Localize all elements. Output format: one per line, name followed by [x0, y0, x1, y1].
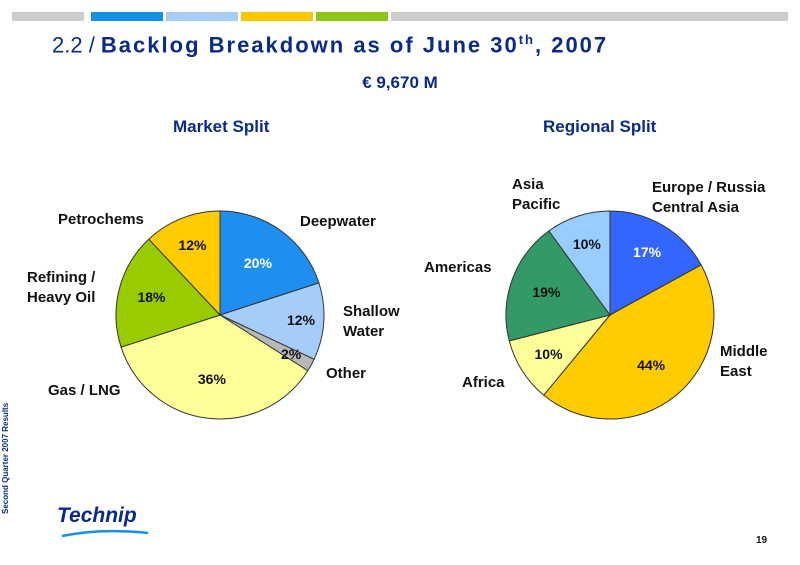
top-bar-segment [91, 12, 163, 21]
category-label-africa: Africa [462, 374, 505, 391]
top-bar-segment [241, 12, 313, 21]
category-label-shallow-water: Shallow Water [343, 303, 400, 340]
market-split-title: Market Split [173, 117, 270, 136]
pct-label-middle-east: 44% [637, 356, 666, 373]
category-label-americas: Americas [424, 259, 492, 276]
pct-label-africa: 10% [534, 346, 563, 362]
pct-label-gas-lng: 36% [197, 370, 226, 387]
category-label-deepwater: Deepwater [300, 213, 376, 230]
pie-slice-middle-east [543, 264, 715, 420]
pie-slice-refining-heavy-oil [115, 238, 221, 348]
regional-split-pie [505, 210, 715, 420]
top-color-bar [12, 12, 788, 21]
backlog-total: € 9,670 M [362, 73, 438, 92]
pct-label-shallow-water: 12% [286, 312, 315, 329]
top-bar-segment [166, 12, 238, 21]
page-number: 19 [756, 535, 768, 546]
category-label-asia-pacific: Asia Pacific [512, 176, 561, 213]
regional-split-title: Regional Split [543, 117, 657, 136]
category-label-europe-russia-central-asia: Europe / Russia Central Asia [652, 179, 766, 216]
pie-slice-petrochems [148, 210, 221, 317]
pct-label-asia-pacific: 10% [572, 235, 601, 252]
title-superscript: th [518, 32, 535, 47]
title-text: Backlog Breakdown as of June 30 [100, 32, 519, 58]
pct-label-americas: 19% [532, 284, 561, 301]
category-label-middle-east: Middle East [720, 343, 768, 380]
title-number: 2.2 / [52, 32, 101, 58]
pct-label-deepwater: 20% [243, 254, 272, 271]
page-title: 2.2 / Backlog Breakdown as of June 30th,… [52, 32, 608, 58]
category-label-refining-heavy-oil: Refining / Heavy Oil [27, 269, 96, 306]
pie-slice-gas-lng [120, 314, 309, 420]
pct-label-refining-heavy-oil: 18% [137, 289, 166, 306]
technip-logo: Technip [57, 504, 137, 527]
top-bar-segment [12, 12, 84, 21]
pct-label-europe-russia-central-asia: 17% [633, 244, 662, 261]
logo-swoosh-icon [61, 529, 149, 538]
title-tail: , 2007 [534, 32, 609, 58]
top-bar-segment [391, 12, 788, 21]
category-label-other: Other [326, 365, 367, 382]
top-bar-segment [316, 12, 388, 21]
category-label-gas-lng: Gas / LNG [48, 382, 121, 399]
category-label-petrochems: Petrochems [58, 211, 144, 228]
side-caption: Second Quarter 2007 Results [1, 402, 10, 514]
pie-slice-americas [505, 230, 611, 342]
pct-label-other: 2% [280, 346, 302, 363]
pie-slice-deepwater [219, 210, 320, 316]
market-split-pie [115, 210, 325, 420]
pie-slice-shallow-water [218, 282, 325, 360]
pie-slice-asia-pacific [548, 210, 611, 317]
pie-slice-europe-russia-central-asia [609, 210, 702, 316]
pct-label-petrochems: 12% [178, 237, 207, 254]
